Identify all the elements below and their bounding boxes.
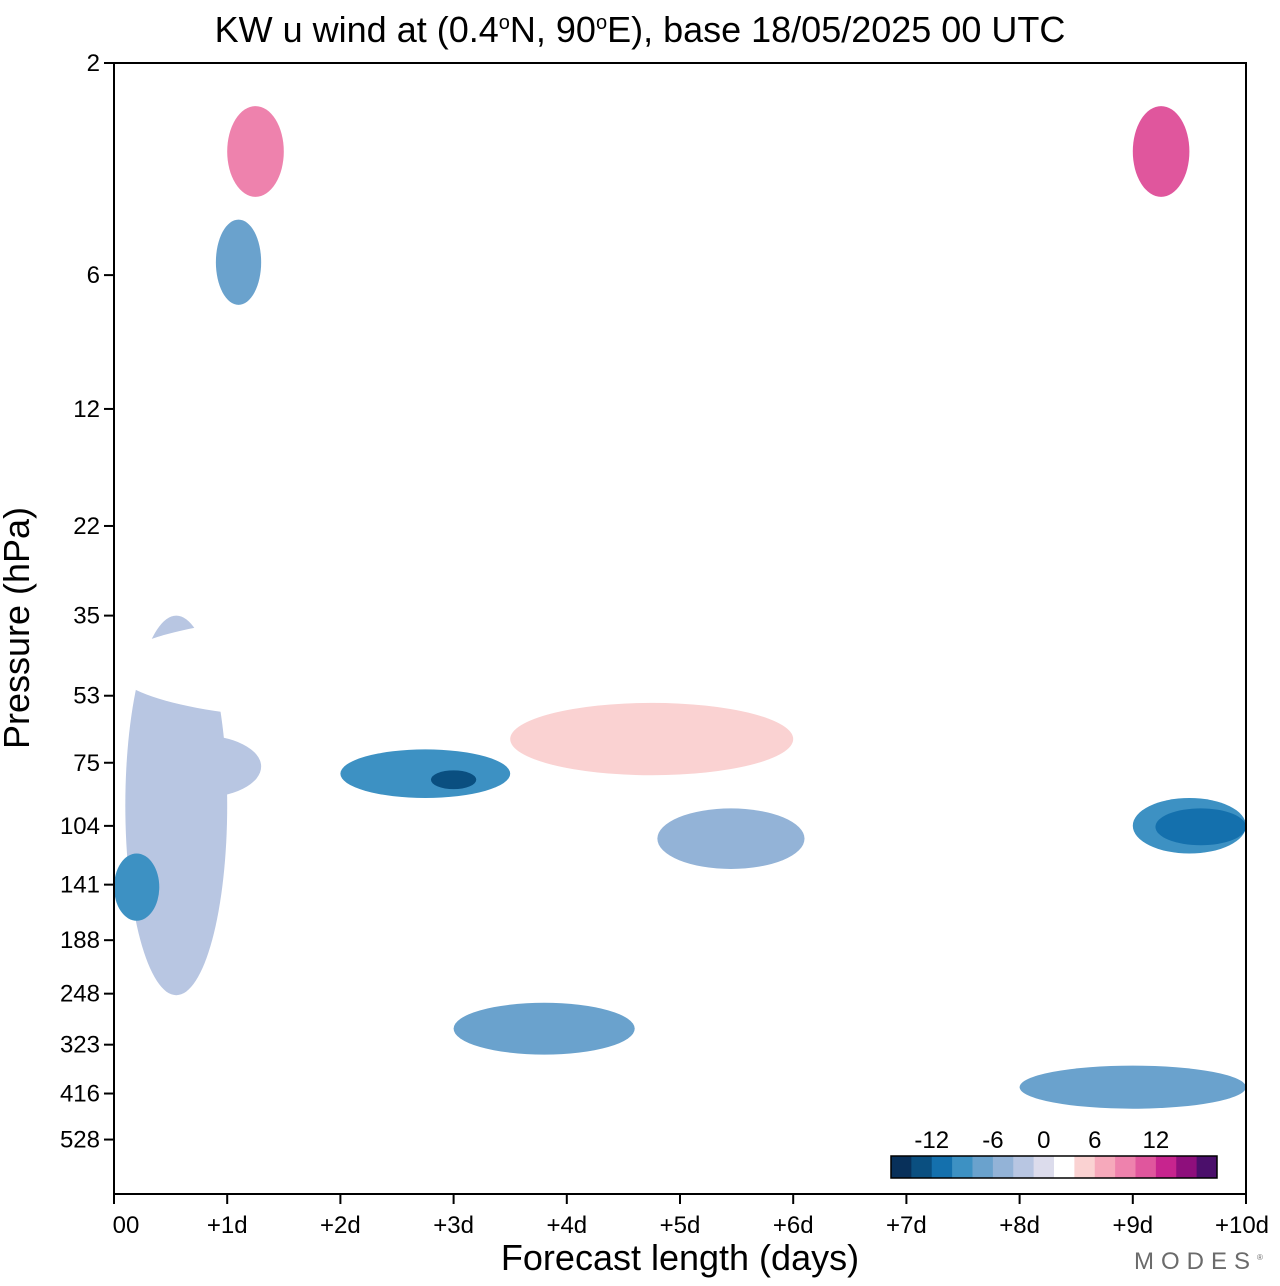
colorbar-frame <box>890 1155 1218 1179</box>
y-tick-label-53: 53 <box>73 683 100 710</box>
colorbar-label--12: -12 <box>914 1127 949 1154</box>
y-tick-label-35: 35 <box>73 603 100 630</box>
colorbar-swatch-0 <box>891 1156 912 1178</box>
x-tick-label-+9d: +9d <box>1112 1212 1153 1239</box>
colorbar-swatch-9 <box>1074 1156 1096 1178</box>
contour-region-5 <box>510 702 794 776</box>
contour-region-14 <box>1132 106 1190 197</box>
contour-region-11 <box>114 853 160 921</box>
colorbar-swatch-15 <box>1196 1156 1218 1178</box>
contour-region-9 <box>340 749 511 798</box>
x-tick-label-+2d: +2d <box>320 1212 361 1239</box>
contour-region-15 <box>430 770 477 790</box>
y-tick-label-104: 104 <box>60 813 100 840</box>
colorbar-swatch-1 <box>911 1156 933 1178</box>
x-axis-title: Forecast length (days) <box>500 1237 860 1278</box>
colorbar-swatch-3 <box>952 1156 973 1178</box>
y-tick-label-248: 248 <box>60 981 100 1008</box>
x-tick-label-00: 00 <box>113 1212 140 1239</box>
colorbar-swatch-11 <box>1115 1156 1136 1178</box>
contour-fields <box>114 106 1246 1194</box>
x-tick-label-+3d: +3d <box>433 1212 474 1239</box>
y-tick-label-2: 2 <box>87 50 100 77</box>
colorbar: -12 -6 0 6 12 <box>890 1127 1218 1179</box>
colorbar-swatch-7 <box>1033 1156 1055 1178</box>
contour-region-1 <box>136 735 262 798</box>
colorbar-swatch-12 <box>1135 1156 1157 1178</box>
brand-logo: MODES® <box>1134 1248 1263 1275</box>
y-axis-title: Pressure (hPa) <box>0 506 37 750</box>
colorbar-swatch-10 <box>1094 1156 1116 1178</box>
colorbar-swatch-13 <box>1155 1156 1177 1178</box>
y-tick-label-22: 22 <box>73 513 100 540</box>
colorbar-swatch-6 <box>1013 1156 1035 1178</box>
contour-region-13 <box>1155 808 1246 846</box>
x-tick-label-+5d: +5d <box>660 1212 701 1239</box>
colorbar-swatch-4 <box>972 1156 994 1178</box>
y-tick-label-75: 75 <box>73 750 100 777</box>
y-tick-label-323: 323 <box>60 1032 100 1059</box>
y-tick-label-6: 6 <box>87 262 100 289</box>
y-tick-label-188: 188 <box>60 927 100 954</box>
x-tick-label-+1d: +1d <box>207 1212 248 1239</box>
contour-region-6 <box>453 1002 635 1055</box>
y-tick-label-528: 528 <box>60 1127 100 1154</box>
y-tick-label-141: 141 <box>60 872 100 899</box>
colorbar-swatch-2 <box>931 1156 953 1178</box>
x-tick-label-+7d: +7d <box>886 1212 927 1239</box>
contour-region-12 <box>227 106 284 197</box>
colorbar-label--6: -6 <box>982 1127 1003 1154</box>
y-axis: 2 6 12 22 35 53 75 104 141 188 248 323 416 528 <box>60 50 114 1154</box>
colorbar-swatch-5 <box>992 1156 1014 1178</box>
contour-region-4 <box>657 808 805 869</box>
contour-region-8 <box>215 219 262 305</box>
colorbar-swatch-14 <box>1176 1156 1198 1178</box>
colorbar-label-6: 6 <box>1088 1127 1101 1154</box>
contour-region-3 <box>317 1121 930 1194</box>
x-tick-label-+8d: +8d <box>999 1212 1040 1239</box>
y-tick-label-12: 12 <box>73 396 100 423</box>
chart-title: KW u wind at (0.4oN, 90oE), base 18/05/2… <box>214 9 1066 50</box>
x-tick-label-+10d: +10d <box>1215 1212 1269 1239</box>
y-tick-label-416: 416 <box>60 1081 100 1108</box>
x-tick-label-+6d: +6d <box>773 1212 814 1239</box>
x-tick-label-+4d: +4d <box>546 1212 587 1239</box>
contour-region-2 <box>114 615 567 720</box>
x-axis: 00 +1d +2d +3d +4d +5d +6d +7d +8d +9d +10d <box>113 1194 1269 1239</box>
colorbar-swatch-8 <box>1054 1156 1075 1178</box>
colorbar-label-0: 0 <box>1037 1127 1050 1154</box>
contour-region-7 <box>1019 1065 1246 1109</box>
colorbar-label-12: 12 <box>1143 1127 1170 1154</box>
